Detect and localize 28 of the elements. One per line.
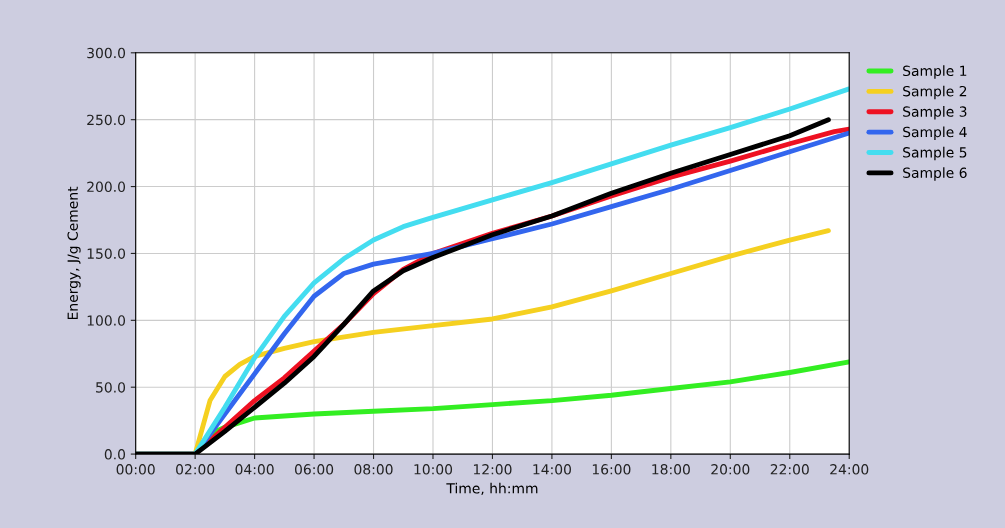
y-tick-label: 250.0: [87, 114, 126, 126]
x-tick-label: 10:00: [414, 464, 453, 475]
x-tick-label: 12:00: [473, 464, 512, 475]
x-tick-label: 08:00: [354, 464, 393, 475]
x-tick-label: 02:00: [176, 464, 215, 475]
y-tick-label: 200.0: [87, 181, 126, 193]
y-tick-label: 100.0: [87, 315, 126, 326]
x-tick-label: 16:00: [592, 464, 631, 475]
legend-label: Sample 2: [903, 85, 967, 100]
x-tick-label: 06:00: [294, 464, 334, 475]
legend-label: Sample 3: [903, 106, 967, 120]
y-tick-label: 300.0: [87, 47, 126, 59]
x-tick-label: 14:00: [533, 464, 571, 475]
y-axis-title: Energy, J/g Cement: [67, 186, 81, 320]
x-tick-label: 04:00: [235, 464, 274, 475]
x-tick-label: 00:00: [116, 464, 155, 475]
x-tick-label: 18:00: [652, 464, 690, 475]
y-tick-label: 50.0: [96, 382, 126, 393]
x-tick-label: 20:00: [711, 464, 750, 475]
y-tick-label: 150.0: [87, 248, 126, 259]
legend-label: Sample 6: [903, 167, 967, 181]
x-tick-label: 22:00: [770, 464, 809, 475]
y-tick-label: 0.0: [104, 449, 126, 460]
legend-label: Sample 5: [903, 146, 967, 161]
x-axis-title: Time, hh:mm: [446, 482, 538, 495]
legend-label: Sample 4: [903, 126, 967, 140]
legend-label: Sample 1: [903, 65, 967, 79]
x-tick-label: 24:00: [830, 464, 869, 475]
